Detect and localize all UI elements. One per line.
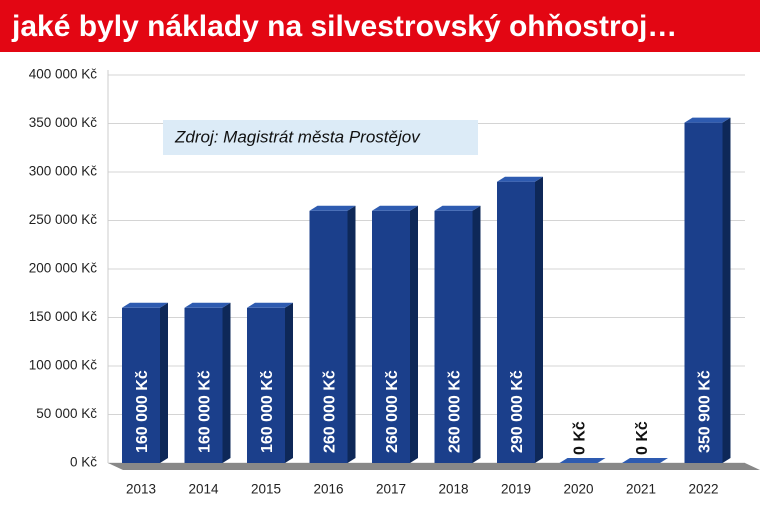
bar bbox=[684, 122, 723, 463]
bar-side bbox=[160, 302, 168, 463]
bar bbox=[184, 307, 223, 463]
y-tick-label: 250 000 Kč bbox=[29, 212, 98, 227]
bar-top bbox=[122, 302, 168, 308]
y-tick-label: 100 000 Kč bbox=[29, 358, 98, 373]
x-tick-label: 2021 bbox=[626, 482, 656, 497]
y-tick-label: 400 000 Kč bbox=[29, 67, 98, 82]
bar-top bbox=[559, 458, 606, 463]
x-tick-label: 2016 bbox=[313, 482, 343, 497]
bar-top bbox=[247, 302, 293, 308]
title-bar bbox=[0, 0, 760, 52]
value-label: 0 Kč bbox=[572, 421, 589, 455]
x-tick-label: 2013 bbox=[126, 482, 156, 497]
bar bbox=[497, 181, 535, 463]
x-tick-label: 2015 bbox=[251, 482, 281, 497]
bar-top bbox=[372, 205, 418, 211]
x-tick-label: 2020 bbox=[563, 482, 593, 497]
x-tick-label: 2017 bbox=[376, 482, 406, 497]
y-tick-label: 0 Kč bbox=[70, 455, 97, 470]
bar-side bbox=[347, 205, 356, 464]
y-tick-label: 300 000 Kč bbox=[29, 164, 98, 179]
bar-top bbox=[497, 176, 543, 182]
y-tick-label: 350 000 Kč bbox=[29, 115, 98, 130]
chart-title: jaké byly náklady na silvestrovský ohňos… bbox=[11, 10, 677, 43]
bar-side bbox=[285, 302, 293, 463]
bar-side bbox=[472, 205, 481, 464]
value-label: 260 000 Kč bbox=[384, 370, 401, 453]
value-label: 290 000 Kč bbox=[509, 370, 526, 453]
y-tick-label: 150 000 Kč bbox=[29, 309, 98, 324]
bar bbox=[122, 307, 160, 463]
annotation: Zdroj: Magistrát města Prostějov bbox=[174, 127, 421, 146]
y-tick-label: 50 000 Kč bbox=[36, 406, 97, 421]
bar bbox=[247, 307, 285, 463]
bar bbox=[372, 210, 410, 463]
x-tick-label: 2018 bbox=[438, 482, 468, 497]
x-tick-label: 2022 bbox=[688, 482, 718, 497]
bar-top bbox=[684, 117, 731, 123]
bar-side bbox=[410, 205, 418, 464]
bar-side bbox=[535, 176, 543, 463]
bar-top bbox=[184, 302, 231, 308]
value-label: 0 Kč bbox=[634, 421, 651, 455]
value-label: 350 900 Kč bbox=[697, 370, 714, 453]
bar-top bbox=[434, 205, 481, 211]
bar bbox=[434, 210, 473, 463]
value-label: 160 000 Kč bbox=[197, 370, 214, 453]
y-tick-label: 200 000 Kč bbox=[29, 261, 98, 276]
floor bbox=[108, 463, 760, 470]
bar-side bbox=[722, 117, 731, 463]
value-label: 160 000 Kč bbox=[134, 370, 151, 453]
bar-side bbox=[222, 302, 231, 463]
value-label: 160 000 Kč bbox=[259, 370, 276, 453]
bars: 160 000 Kč 160 000 Kč 160 000 Kč 260 000 Kč… bbox=[122, 117, 731, 464]
bar-top bbox=[309, 205, 356, 211]
value-label: 260 000 Kč bbox=[322, 370, 339, 453]
bar bbox=[309, 210, 348, 463]
x-tick-label: 2014 bbox=[188, 482, 219, 497]
bar-top bbox=[622, 458, 668, 463]
x-tick-label: 2019 bbox=[501, 482, 531, 497]
annotation-box bbox=[163, 120, 478, 155]
value-label: 260 000 Kč bbox=[447, 370, 464, 453]
